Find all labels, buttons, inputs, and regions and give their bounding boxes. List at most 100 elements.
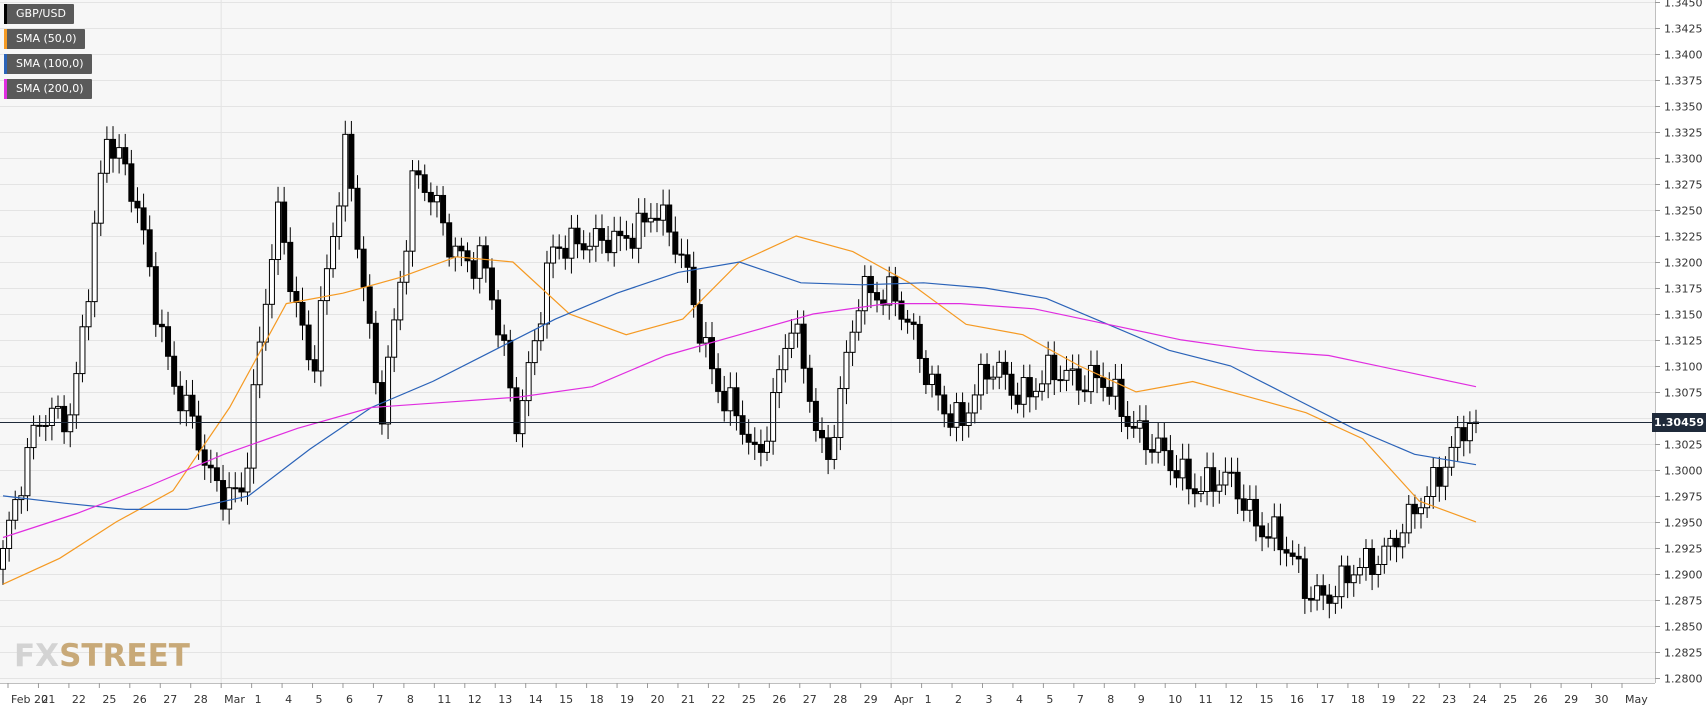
candle-down	[134, 200, 141, 209]
x-tick-label: 25	[1503, 693, 1517, 706]
y-tick-label: 1.3075	[1664, 387, 1703, 400]
x-tick-label: 22	[711, 693, 725, 706]
candle-down	[354, 187, 361, 250]
x-tick-label: 2	[955, 693, 962, 706]
candle-up	[977, 363, 984, 396]
x-tick-label: 23	[1442, 693, 1456, 706]
candle-up	[1417, 507, 1424, 515]
candle-up	[764, 440, 771, 453]
candle-down	[232, 487, 239, 490]
candle-up	[929, 373, 936, 386]
candle-down	[556, 246, 563, 249]
chart-legend: GBP/USD SMA (50,0) SMA (100,0) SMA (200,…	[4, 4, 92, 104]
candle-down	[1002, 361, 1009, 375]
candle-down	[177, 385, 184, 412]
candle-up	[116, 147, 123, 159]
candle-down	[1436, 467, 1443, 487]
candle-up	[1442, 466, 1449, 487]
candle-down	[733, 387, 740, 417]
candle-up	[831, 436, 838, 460]
candle-up	[336, 205, 343, 238]
candle-down	[287, 241, 294, 293]
candle-down	[482, 245, 489, 269]
y-tick-label: 1.3200	[1664, 257, 1703, 270]
candle-up	[268, 259, 275, 305]
logo-street: STREET	[59, 638, 190, 674]
y-tick-label: 1.3000	[1664, 465, 1703, 478]
candle-down	[495, 299, 502, 336]
candle-up	[611, 230, 618, 254]
candle-down	[360, 248, 367, 288]
grid-lines	[0, 0, 1655, 683]
candle-up	[55, 405, 62, 409]
candle-up	[1314, 585, 1321, 601]
legend-swatch-sma100	[4, 54, 7, 74]
candle-down	[146, 229, 153, 268]
legend-gbpusd[interactable]: GBP/USD	[4, 4, 74, 24]
candle-up	[262, 303, 269, 343]
candle-up	[1362, 548, 1369, 569]
candle-up	[996, 361, 1003, 378]
x-tick-label: 20	[651, 693, 665, 706]
candle-down	[574, 227, 581, 245]
candle-down	[440, 194, 447, 224]
candle-down	[1295, 555, 1302, 560]
candle-down	[1344, 565, 1351, 584]
candle-down	[513, 387, 520, 435]
legend-sma200[interactable]: SMA (200,0)	[4, 79, 92, 99]
y-tick-label: 1.3025	[1664, 439, 1703, 452]
y-tick-label: 1.2875	[1664, 595, 1703, 608]
x-tick-label: 5	[1046, 693, 1053, 706]
candle-up	[1032, 390, 1039, 398]
candle-up	[1216, 484, 1223, 492]
candle-down	[598, 228, 605, 241]
candle-down	[690, 266, 697, 306]
candle-up	[953, 402, 960, 428]
y-tick-label: 1.3400	[1664, 49, 1703, 62]
x-tick-label: 22	[1412, 693, 1426, 706]
legend-label-sma200: SMA (200,0)	[16, 82, 84, 95]
candle-up	[1155, 437, 1162, 453]
candle-up	[1087, 364, 1094, 393]
candle-up	[317, 300, 324, 372]
candle-down	[941, 394, 948, 415]
x-tick-label: 7	[1077, 693, 1084, 706]
candle-up	[67, 414, 74, 433]
candle-up	[275, 201, 282, 261]
candle-up	[1338, 565, 1345, 598]
candle-down	[110, 138, 117, 159]
candle-up	[1399, 532, 1406, 548]
y-tick-label: 1.2975	[1664, 491, 1703, 504]
candle-down	[1228, 471, 1235, 474]
legend-sma50[interactable]: SMA (50,0)	[4, 29, 85, 49]
candle-up	[1045, 354, 1052, 385]
legend-sma100[interactable]: SMA (100,0)	[4, 54, 92, 74]
x-tick-label: 22	[72, 693, 86, 706]
candle-down	[1118, 378, 1125, 417]
candle-down	[165, 326, 172, 357]
candle-down	[617, 230, 624, 237]
candle-up	[990, 376, 997, 380]
candle-down	[812, 400, 819, 431]
candle-down	[305, 324, 312, 361]
candle-down	[910, 321, 917, 325]
candle-down	[415, 170, 422, 176]
candle-down	[1014, 394, 1021, 405]
x-tick-label: 9	[1138, 693, 1145, 706]
y-tick-label: 1.3150	[1664, 309, 1703, 322]
candle-down	[464, 250, 471, 262]
x-tick-label: 5	[316, 693, 323, 706]
y-tick-label: 1.3275	[1664, 179, 1703, 192]
x-tick-label: 27	[163, 693, 177, 706]
y-tick-label: 1.3225	[1664, 231, 1703, 244]
y-tick-label: 1.2900	[1664, 569, 1703, 582]
logo-fx: FX	[14, 638, 60, 674]
candle-up	[433, 194, 440, 203]
candle-up	[452, 245, 459, 258]
x-tick-label: 6	[346, 693, 353, 706]
candle-up	[79, 326, 86, 375]
legend-swatch-gbpusd	[4, 4, 7, 24]
candle-down	[1252, 498, 1259, 527]
candle-up	[330, 236, 337, 270]
candle-down	[1301, 558, 1308, 599]
